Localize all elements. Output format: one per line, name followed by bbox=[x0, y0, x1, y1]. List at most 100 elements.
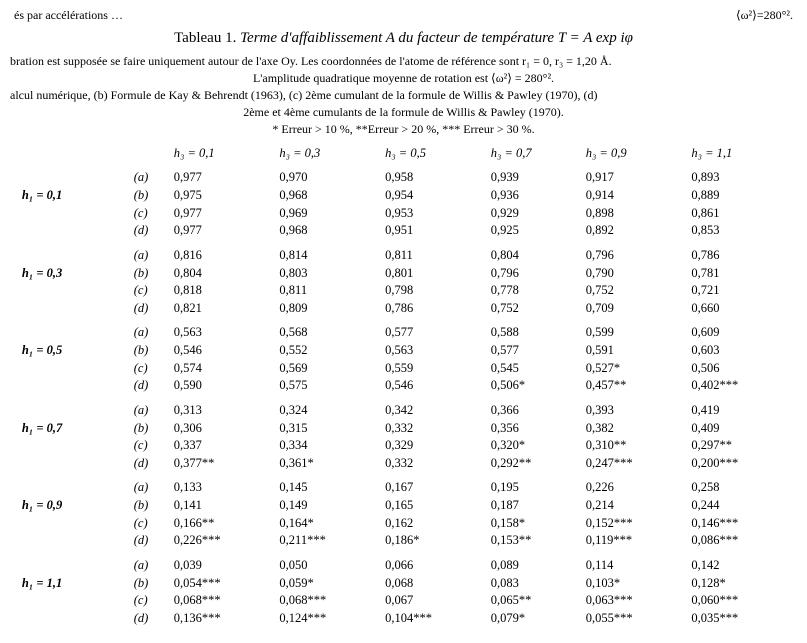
value-cell: 0,563 bbox=[168, 317, 274, 342]
value-cell: 0,136*** bbox=[168, 610, 274, 628]
row-label bbox=[16, 360, 128, 378]
table-row: (d)0,9770,9680,9510,9250,8920,853 bbox=[16, 222, 791, 240]
value-cell: 0,133 bbox=[168, 472, 274, 497]
value-cell: 0,603 bbox=[685, 342, 791, 360]
value-cell: 0,568 bbox=[273, 317, 379, 342]
value-cell: 0,790 bbox=[580, 265, 686, 283]
value-cell: 0,804 bbox=[485, 240, 580, 265]
value-cell: 0,310** bbox=[580, 437, 686, 455]
value-cell: 0,211*** bbox=[273, 532, 379, 550]
value-cell: 0,377** bbox=[168, 455, 274, 473]
value-cell: 0,083 bbox=[485, 575, 580, 593]
row-label bbox=[16, 592, 128, 610]
value-cell: 0,068 bbox=[379, 575, 485, 593]
row-label bbox=[16, 395, 128, 420]
row-label bbox=[16, 455, 128, 473]
row-label bbox=[16, 377, 128, 395]
value-cell: 0,591 bbox=[580, 342, 686, 360]
value-cell: 0,332 bbox=[379, 420, 485, 438]
value-cell: 0,936 bbox=[485, 187, 580, 205]
value-cell: 0,409 bbox=[685, 420, 791, 438]
value-cell: 0,786 bbox=[685, 240, 791, 265]
value-cell: 0,066 bbox=[379, 550, 485, 575]
value-cell: 0,086*** bbox=[685, 532, 791, 550]
table-row: (a)0,0390,0500,0660,0890,1140,142 bbox=[16, 550, 791, 575]
value-cell: 0,244 bbox=[685, 497, 791, 515]
value-cell: 0,609 bbox=[685, 317, 791, 342]
value-cell: 0,809 bbox=[273, 300, 379, 318]
value-cell: 0,893 bbox=[685, 162, 791, 187]
method-label: (c) bbox=[128, 282, 168, 300]
col-header: h₃ = 0,7 bbox=[485, 145, 580, 163]
table-row: (c)0,8180,8110,7980,7780,7520,721 bbox=[16, 282, 791, 300]
error-legend: * Erreur > 10 %, **Erreur > 20 %, *** Er… bbox=[8, 122, 799, 137]
value-cell: 0,917 bbox=[580, 162, 686, 187]
table-row: (c)0,5740,5690,5590,5450,527*0,506 bbox=[16, 360, 791, 378]
value-cell: 0,853 bbox=[685, 222, 791, 240]
value-cell: 0,142 bbox=[685, 550, 791, 575]
method-label: (b) bbox=[128, 497, 168, 515]
value-cell: 0,186* bbox=[379, 532, 485, 550]
value-cell: 0,977 bbox=[168, 162, 274, 187]
table-row: (c)0,068***0,068***0,0670,065**0,063***0… bbox=[16, 592, 791, 610]
table-row: h₁ = 0,7(b)0,3060,3150,3320,3560,3820,40… bbox=[16, 420, 791, 438]
caption-line-1b: r₁ = 0, r₃ = 1,20 Å. bbox=[522, 54, 612, 68]
value-cell: 0,925 bbox=[485, 222, 580, 240]
value-cell: 0,804 bbox=[168, 265, 274, 283]
row-label: h₁ = 1,1 bbox=[16, 575, 128, 593]
value-cell: 0,402*** bbox=[685, 377, 791, 395]
value-cell: 0,457** bbox=[580, 377, 686, 395]
value-cell: 0,187 bbox=[485, 497, 580, 515]
value-cell: 0,563 bbox=[379, 342, 485, 360]
table-row: (c)0,3370,3340,3290,320*0,310**0,297** bbox=[16, 437, 791, 455]
value-cell: 0,954 bbox=[379, 187, 485, 205]
value-cell: 0,214 bbox=[580, 497, 686, 515]
value-cell: 0,315 bbox=[273, 420, 379, 438]
value-cell: 0,039 bbox=[168, 550, 274, 575]
value-cell: 0,798 bbox=[379, 282, 485, 300]
value-cell: 0,577 bbox=[485, 342, 580, 360]
value-cell: 0,162 bbox=[379, 515, 485, 533]
value-cell: 0,035*** bbox=[685, 610, 791, 628]
value-cell: 0,332 bbox=[379, 455, 485, 473]
table-row: (a)0,3130,3240,3420,3660,3930,419 bbox=[16, 395, 791, 420]
method-label: (d) bbox=[128, 300, 168, 318]
value-cell: 0,752 bbox=[485, 300, 580, 318]
table-row: (d)0,136***0,124***0,104***0,079*0,055**… bbox=[16, 610, 791, 628]
value-cell: 0,329 bbox=[379, 437, 485, 455]
method-label: (b) bbox=[128, 575, 168, 593]
method-label: (d) bbox=[128, 532, 168, 550]
value-cell: 0,721 bbox=[685, 282, 791, 300]
table-row: (a)0,8160,8140,8110,8040,7960,786 bbox=[16, 240, 791, 265]
table-row: (d)0,5900,5750,5460,506*0,457**0,402*** bbox=[16, 377, 791, 395]
value-cell: 0,158* bbox=[485, 515, 580, 533]
method-label: (d) bbox=[128, 377, 168, 395]
value-cell: 0,951 bbox=[379, 222, 485, 240]
value-cell: 0,801 bbox=[379, 265, 485, 283]
value-cell: 0,149 bbox=[273, 497, 379, 515]
table-row: (d)0,226***0,211***0,186*0,153**0,119***… bbox=[16, 532, 791, 550]
value-cell: 0,977 bbox=[168, 222, 274, 240]
value-cell: 0,786 bbox=[379, 300, 485, 318]
value-cell: 0,506* bbox=[485, 377, 580, 395]
method-label: (d) bbox=[128, 455, 168, 473]
value-cell: 0,506 bbox=[685, 360, 791, 378]
value-cell: 0,821 bbox=[168, 300, 274, 318]
value-cell: 0,065** bbox=[485, 592, 580, 610]
value-cell: 0,968 bbox=[273, 222, 379, 240]
value-cell: 0,361* bbox=[273, 455, 379, 473]
value-cell: 0,969 bbox=[273, 205, 379, 223]
col-header: h₃ = 0,5 bbox=[379, 145, 485, 163]
value-cell: 0,796 bbox=[485, 265, 580, 283]
value-cell: 0,803 bbox=[273, 265, 379, 283]
value-cell: 0,067 bbox=[379, 592, 485, 610]
row-label bbox=[16, 300, 128, 318]
table-row: h₁ = 1,1(b)0,054***0,059*0,0680,0830,103… bbox=[16, 575, 791, 593]
table-row: (d)0,8210,8090,7860,7520,7090,660 bbox=[16, 300, 791, 318]
value-cell: 0,226 bbox=[580, 472, 686, 497]
row-label: h₁ = 0,1 bbox=[16, 187, 128, 205]
value-cell: 0,226*** bbox=[168, 532, 274, 550]
table-row: (a)0,9770,9700,9580,9390,9170,893 bbox=[16, 162, 791, 187]
value-cell: 0,068*** bbox=[273, 592, 379, 610]
value-cell: 0,953 bbox=[379, 205, 485, 223]
